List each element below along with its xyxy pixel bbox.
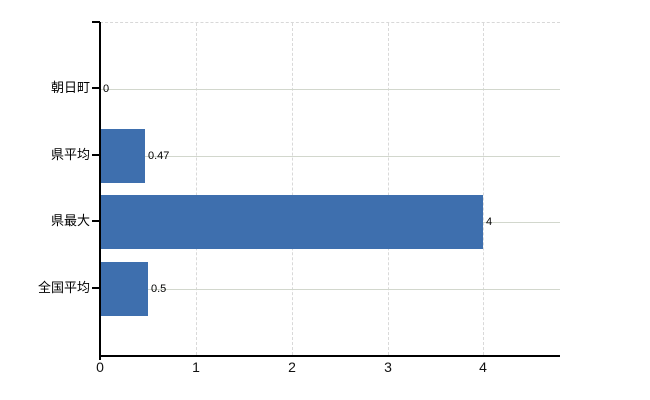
- value-label: 4: [486, 216, 493, 228]
- y-axis-top-tick: [92, 21, 100, 23]
- vertical-gridline: [292, 23, 293, 355]
- x-axis-tick-label: 3: [384, 359, 392, 375]
- vertical-gridline: [196, 23, 197, 355]
- category-label: 全国平均: [37, 280, 90, 295]
- horizontal-gridline: [100, 289, 560, 290]
- category-label: 県平均: [50, 147, 90, 162]
- vertical-gridline: [483, 23, 484, 355]
- x-axis-tick-label: 0: [96, 359, 104, 375]
- y-axis-tick: [92, 87, 100, 89]
- category-label: 朝日町: [50, 80, 90, 95]
- horizontal-gridline: [100, 156, 560, 157]
- bar-4: [100, 262, 148, 316]
- plot-area: 0 0.47 4 0.5: [100, 22, 560, 357]
- bar-3: [100, 195, 483, 249]
- y-axis-line: [99, 22, 101, 360]
- value-label: 0.5: [151, 283, 167, 295]
- bar-2: [100, 129, 145, 183]
- y-axis-tick: [92, 154, 100, 156]
- value-label: 0: [103, 83, 110, 95]
- vertical-gridline: [388, 23, 389, 355]
- y-axis-tick: [92, 220, 100, 222]
- y-axis-tick: [92, 287, 100, 289]
- x-axis-tick-label: 4: [479, 359, 487, 375]
- x-axis-tick-label: 1: [192, 359, 200, 375]
- category-label: 県最大: [50, 213, 90, 228]
- value-label: 0.47: [148, 150, 170, 162]
- horizontal-gridline: [100, 89, 560, 90]
- x-axis-tick-label: 2: [288, 359, 296, 375]
